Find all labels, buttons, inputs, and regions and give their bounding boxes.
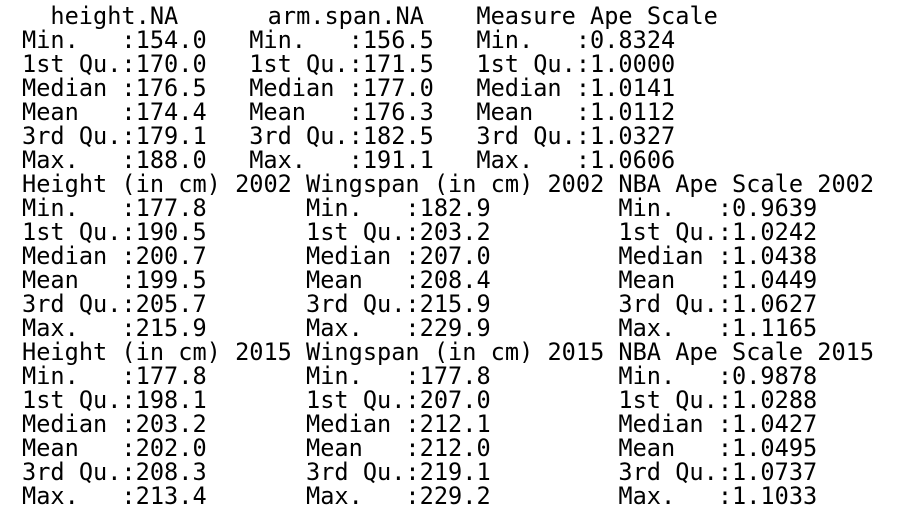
summary-row: Min. :0.8324 bbox=[476, 26, 676, 54]
summary-row: Median :1.0438 bbox=[618, 242, 818, 270]
column-header: Height (in cm) 2002 bbox=[22, 170, 292, 198]
summary-row: 1st Qu.:171.5 bbox=[249, 50, 434, 78]
summary-row: Max. :215.9 bbox=[22, 314, 207, 342]
summary-row: Mean :1.0112 bbox=[476, 98, 676, 126]
summary-row: Median :1.0427 bbox=[618, 410, 818, 438]
summary-row: Min. :177.8 bbox=[22, 194, 207, 222]
summary-row: Max. :1.1033 bbox=[618, 482, 818, 510]
summary-row: Max. :191.1 bbox=[249, 146, 434, 174]
column-header: Height (in cm) 2015 bbox=[22, 338, 292, 366]
summary-row: Mean :1.0449 bbox=[618, 266, 818, 294]
column-header: Measure Ape Scale bbox=[476, 2, 718, 30]
column-header: NBA Ape Scale 2002 bbox=[618, 170, 875, 198]
column-header: NBA Ape Scale 2015 bbox=[618, 338, 875, 366]
summary-row: 3rd Qu.:1.0737 bbox=[618, 458, 818, 486]
summary-row: Max. :213.4 bbox=[22, 482, 207, 510]
summary-row: Mean :176.3 bbox=[249, 98, 434, 126]
summary-row: Max. :1.0606 bbox=[476, 146, 676, 174]
summary-row: Min. :182.9 bbox=[306, 194, 491, 222]
summary-row: 3rd Qu.:1.0627 bbox=[618, 290, 818, 318]
summary-row: Mean :212.0 bbox=[306, 434, 491, 462]
summary-row: 3rd Qu.:215.9 bbox=[306, 290, 491, 318]
summary-row: Mean :1.0495 bbox=[618, 434, 818, 462]
summary-row: 3rd Qu.:182.5 bbox=[249, 122, 434, 150]
summary-row: 1st Qu.:170.0 bbox=[22, 50, 207, 78]
summary-row: 1st Qu.:190.5 bbox=[22, 218, 207, 246]
summary-row: Median :1.0141 bbox=[476, 74, 676, 102]
summary-row: Min. :154.0 bbox=[22, 26, 207, 54]
summary-row: 1st Qu.:207.0 bbox=[306, 386, 491, 414]
column-header: Wingspan (in cm) 2015 bbox=[306, 338, 605, 366]
summary-row: 1st Qu.:1.0288 bbox=[618, 386, 818, 414]
summary-row: Mean :208.4 bbox=[306, 266, 491, 294]
summary-row: 1st Qu.:203.2 bbox=[306, 218, 491, 246]
summary-row: 3rd Qu.:205.7 bbox=[22, 290, 207, 318]
summary-row: 3rd Qu.:1.0327 bbox=[476, 122, 676, 150]
summary-row: Min. :156.5 bbox=[249, 26, 434, 54]
column-header: height.NA bbox=[50, 2, 179, 30]
summary-row: Mean :199.5 bbox=[22, 266, 207, 294]
summary-row: Median :176.5 bbox=[22, 74, 207, 102]
summary-row: Median :203.2 bbox=[22, 410, 207, 438]
summary-row: Max. :188.0 bbox=[22, 146, 207, 174]
summary-row: 1st Qu.:1.0242 bbox=[618, 218, 818, 246]
summary-row: 3rd Qu.:179.1 bbox=[22, 122, 207, 150]
summary-row: Median :177.0 bbox=[249, 74, 434, 102]
summary-row: Max. :1.1165 bbox=[618, 314, 818, 342]
summary-row: Min. :0.9639 bbox=[618, 194, 818, 222]
summary-row: 1st Qu.:198.1 bbox=[22, 386, 207, 414]
summary-row: Max. :229.9 bbox=[306, 314, 491, 342]
summary-row: Mean :174.4 bbox=[22, 98, 207, 126]
summary-row: Median :207.0 bbox=[306, 242, 491, 270]
summary-row: Median :200.7 bbox=[22, 242, 207, 270]
summary-row: Max. :229.2 bbox=[306, 482, 491, 510]
summary-row: Mean :202.0 bbox=[22, 434, 207, 462]
column-header: Wingspan (in cm) 2002 bbox=[306, 170, 605, 198]
column-header: arm.span.NA bbox=[267, 2, 424, 30]
summary-row: Min. :177.8 bbox=[306, 362, 491, 390]
summary-row: 1st Qu.:1.0000 bbox=[476, 50, 676, 78]
summary-row: Min. :0.9878 bbox=[618, 362, 818, 390]
summary-row: 3rd Qu.:208.3 bbox=[22, 458, 207, 486]
summary-row: Min. :177.8 bbox=[22, 362, 207, 390]
summary-row: 3rd Qu.:219.1 bbox=[306, 458, 491, 486]
summary-row: Median :212.1 bbox=[306, 410, 491, 438]
